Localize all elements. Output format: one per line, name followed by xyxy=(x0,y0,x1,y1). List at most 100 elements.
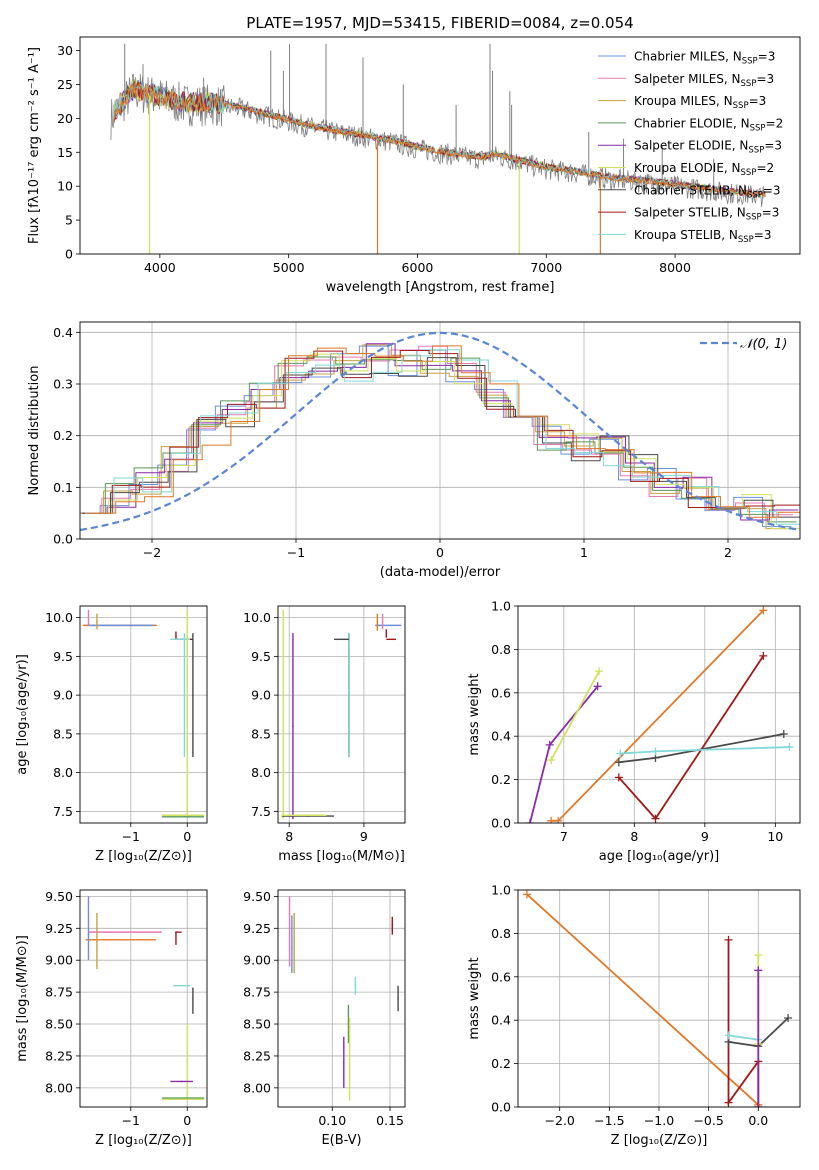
plot-area xyxy=(522,890,793,1107)
y-tick-label: 0.0 xyxy=(491,1100,511,1115)
error-bar-point xyxy=(96,613,98,630)
data-point xyxy=(183,1098,186,1101)
y-tick-label: 8.00 xyxy=(243,1080,271,1095)
data-point xyxy=(288,933,291,936)
legend-entry: Chabrier STELIB, NSSP=3 xyxy=(634,183,781,200)
legend-label: Chabrier MILES, N xyxy=(634,50,742,64)
error-bar-point xyxy=(334,638,349,641)
legend-label: Kroupa ELODIE, N xyxy=(634,161,741,175)
legend-suffix: =2 xyxy=(756,161,774,175)
y-tick-label: 8.0 xyxy=(251,765,271,780)
y-tick-label: 0.4 xyxy=(53,325,73,340)
error-bar-point xyxy=(88,931,162,933)
residual-histogram xyxy=(80,344,795,530)
error-bar-point xyxy=(386,638,397,641)
chart-title: PLATE=1957, MJD=53415, FIBERID=0084, z=0… xyxy=(246,14,633,32)
y-tick-label: 0.4 xyxy=(491,1013,511,1028)
y-tick-label: 8.5 xyxy=(53,726,73,741)
data-point xyxy=(183,694,186,696)
x-tick-label: −1 xyxy=(122,829,140,844)
legend-entry: Salpeter ELODIE, NSSP=3 xyxy=(634,139,782,156)
y-tick-label: 0.6 xyxy=(491,969,511,984)
legend-suffix: =3 xyxy=(749,94,767,108)
data-point xyxy=(378,624,380,627)
error-bar-point xyxy=(348,633,350,758)
error-bar-point xyxy=(87,609,90,626)
axes-frame xyxy=(79,321,801,540)
y-tick-label: 10.0 xyxy=(45,610,73,625)
legend-sub: SSP xyxy=(748,146,764,156)
plus-marker xyxy=(554,816,563,823)
plot-area xyxy=(82,609,205,818)
x-tick-label: −1.5 xyxy=(594,1113,624,1128)
plus-marker xyxy=(724,1098,733,1107)
legend-suffix: =3 xyxy=(763,183,781,197)
legend-suffix: =3 xyxy=(764,139,782,153)
x-tick-label: −0.5 xyxy=(693,1113,723,1128)
x-tick-label: 9 xyxy=(701,829,709,844)
plus-marker xyxy=(522,890,531,899)
axes-frame xyxy=(79,889,208,1108)
y-tick-label: 9.5 xyxy=(53,649,73,664)
data-point xyxy=(186,1061,189,1064)
axes-frame xyxy=(277,605,406,824)
y-tick-label: 9.0 xyxy=(251,688,271,703)
plus-marker xyxy=(595,667,604,676)
error-bar-point xyxy=(391,916,394,935)
plus-marker xyxy=(754,966,763,975)
series-line xyxy=(526,893,759,1106)
y-axis-label: age [log₁₀(age/yr)] xyxy=(15,654,30,775)
legend-suffix: =2 xyxy=(766,116,784,130)
y-tick-label: 0.3 xyxy=(53,377,73,392)
legend-sub: SSP xyxy=(750,123,766,133)
legend-sub: SSP xyxy=(746,213,762,223)
data-point xyxy=(303,814,305,817)
data-point xyxy=(186,709,189,712)
y-axis-label: Flux [fλ10⁻¹⁷ erg cm⁻² s⁻¹ A⁻¹] xyxy=(27,47,42,244)
y-tick-label: 9.25 xyxy=(243,921,271,936)
axes-frame xyxy=(277,889,406,1108)
legend-label: Kroupa MILES, N xyxy=(634,94,733,108)
legend-entry: Kroupa STELIB, NSSP=3 xyxy=(634,228,772,245)
data-point xyxy=(192,987,194,990)
y-tick-label: 8.00 xyxy=(45,1080,73,1095)
axes-7: 0.10 0.15 8.00 8.25 8.50 8.75 9.00 9.25 9.50 E(B-… xyxy=(243,889,406,1148)
y-tick-label: 8.25 xyxy=(45,1048,73,1063)
y-tick-label: 9.50 xyxy=(45,889,73,904)
error-bar-point xyxy=(87,896,90,961)
plus-marker xyxy=(784,1014,793,1023)
error-bar-point xyxy=(88,624,154,627)
data-point xyxy=(282,709,285,712)
axes-frame xyxy=(79,36,801,255)
error-bar-point xyxy=(354,976,357,995)
y-tick-label: 15 xyxy=(57,145,73,160)
x-axis-label: age [log₁₀(age/yr)] xyxy=(599,849,720,864)
y-tick-label: 0.0 xyxy=(491,816,511,831)
residual-histogram xyxy=(85,349,800,525)
x-tick-label: −1 xyxy=(122,1113,140,1128)
x-tick-label: 0 xyxy=(436,545,444,560)
x-tick-label: 8000 xyxy=(659,260,691,275)
error-bar-point xyxy=(161,814,205,817)
plus-marker xyxy=(779,730,788,739)
y-tick-label: 8.5 xyxy=(251,726,271,741)
y-tick-label: 30 xyxy=(57,43,73,58)
error-bar-point xyxy=(375,624,402,627)
residual-histogram xyxy=(86,345,800,518)
error-bar-point xyxy=(288,896,291,967)
y-tick-label: 9.50 xyxy=(243,889,271,904)
y-tick-label: 0.8 xyxy=(491,926,511,941)
y-tick-label: 25 xyxy=(57,77,73,92)
data-point xyxy=(180,1080,183,1083)
data-point xyxy=(183,1097,186,1099)
x-tick-label: 0.0 xyxy=(748,1113,768,1128)
error-bar-point xyxy=(161,1098,205,1101)
error-bar-point xyxy=(347,1004,350,1044)
plus-marker xyxy=(614,758,623,767)
x-axis-label: wavelength [Angstrom, rest frame] xyxy=(326,280,555,295)
y-tick-label: 8.75 xyxy=(45,985,73,1000)
error-bar-point xyxy=(293,912,295,973)
axes-frame xyxy=(517,605,801,824)
data-point xyxy=(96,620,98,623)
legend-entry: Chabrier MILES, NSSP=3 xyxy=(634,50,775,67)
